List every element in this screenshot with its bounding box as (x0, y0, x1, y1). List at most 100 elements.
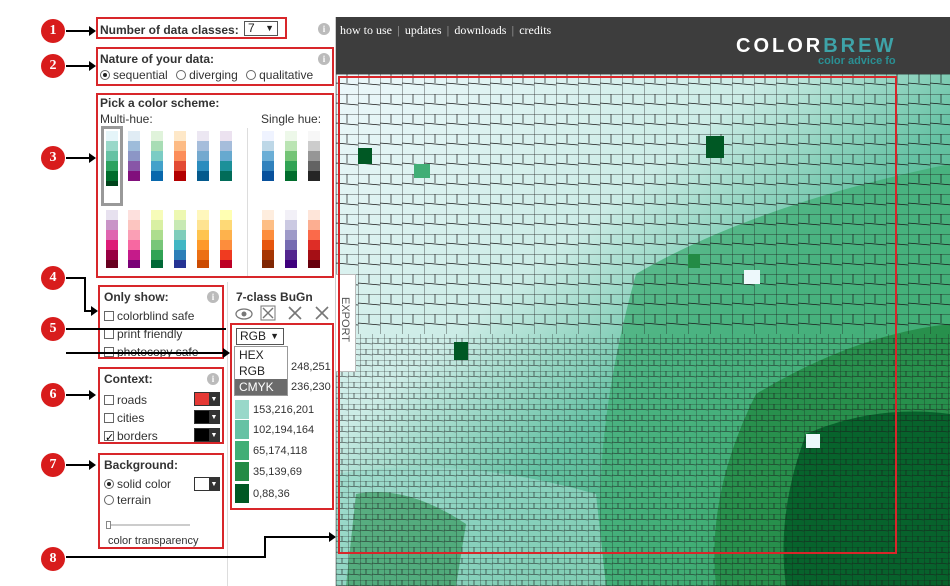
highlight-box-6 (98, 367, 224, 444)
borders-color-picker[interactable]: ▼ (194, 428, 220, 442)
info-icon[interactable]: i (207, 291, 219, 303)
format-option-cmyk[interactable]: CMYK (235, 379, 287, 395)
legend-value: 0,88,36 (253, 487, 290, 500)
arrow-5-head (216, 348, 230, 358)
marker-8: 8 (41, 547, 65, 571)
legend-row[interactable]: 236,230 (235, 377, 331, 396)
scheme-pubugn[interactable] (220, 131, 232, 181)
arrow-6 (66, 390, 96, 400)
arrow-1 (66, 26, 96, 36)
radio-qualitative[interactable] (246, 70, 257, 80)
export-tab[interactable]: EXPORT (336, 274, 356, 372)
marker-1: 1 (41, 19, 65, 43)
borders-checkbox[interactable] (104, 429, 114, 447)
selected-scheme-frame (101, 126, 123, 206)
info-icon[interactable]: i (318, 23, 330, 35)
arrow-2 (66, 61, 96, 71)
format-option-hex[interactable]: HEX (239, 348, 264, 362)
data-classes-select[interactable]: 7 ▼ (244, 21, 278, 36)
background-title: Background: (104, 458, 179, 472)
scheme-greens[interactable] (285, 131, 297, 181)
legend-value: 236,230 (291, 380, 331, 393)
scheme-name: 7-class BuGn (236, 290, 313, 304)
legend-row[interactable]: 0,88,36 (235, 484, 290, 503)
legend-row[interactable]: 102,194,164 (235, 420, 314, 439)
slider-handle[interactable] (106, 521, 111, 529)
scheme-ylorrd[interactable] (220, 210, 232, 268)
info-icon[interactable]: i (207, 373, 219, 385)
only-show-title: Only show: (104, 290, 169, 304)
legend-row[interactable]: 65,174,118 (235, 441, 307, 460)
highlight-box-3 (96, 93, 334, 278)
scheme-divider (247, 128, 248, 276)
scheme-ylorbr[interactable] (197, 210, 209, 268)
scheme-bugn[interactable] (106, 131, 118, 186)
scheme-bupu[interactable] (128, 131, 140, 181)
nav-downloads[interactable]: downloads (454, 23, 507, 37)
scheme-purples[interactable] (285, 210, 297, 268)
arrow-4 (66, 277, 86, 312)
colorblind-safe-checkbox[interactable] (104, 311, 114, 321)
map[interactable]: EXPORT (336, 74, 950, 586)
top-header: how to use | updates | downloads | credits COL… (336, 17, 950, 74)
radio-sequential[interactable] (100, 70, 110, 80)
transparency-slider[interactable] (106, 521, 190, 529)
arrow-5 (66, 328, 226, 354)
scheme-rdpu[interactable] (128, 210, 140, 268)
nav-how-to-use[interactable]: how to use (340, 23, 392, 37)
cities-color-picker[interactable]: ▼ (194, 410, 220, 424)
highlight-box-5 (230, 323, 334, 510)
option-qualitative-label: qualitative (259, 68, 314, 82)
x-box-icon[interactable] (260, 305, 276, 326)
colorblind-safe-label: colorblind safe (117, 309, 195, 323)
scheme-blues[interactable] (262, 131, 274, 181)
logo: COLORBREW (736, 35, 897, 57)
scheme-reds[interactable] (308, 210, 320, 268)
scheme-orrd[interactable] (174, 131, 186, 181)
roads-color-picker[interactable]: ▼ (194, 392, 220, 406)
format-option-rgb[interactable]: RGB (239, 364, 266, 378)
county-map[interactable] (336, 74, 950, 586)
scheme-purd[interactable] (106, 210, 118, 268)
scheme-gnbu[interactable] (151, 131, 163, 181)
radio-terrain[interactable] (104, 495, 114, 505)
roads-label: roads (117, 393, 148, 407)
format-select[interactable]: RGB ▼ (236, 328, 284, 345)
sidebar-inner-divider (227, 282, 228, 586)
borders-label: borders (117, 429, 158, 443)
logo-tagline: color advice fo (818, 55, 896, 67)
scheme-ylgn[interactable] (151, 210, 163, 268)
x-box-icon[interactable] (287, 305, 303, 326)
legend-value: 35,139,69 (253, 465, 302, 478)
info-icon[interactable]: i (318, 53, 330, 65)
arrow-3 (66, 153, 96, 163)
chevron-down-icon: ▼ (265, 23, 274, 33)
highlight-box-7 (98, 453, 224, 549)
highlight-box-2 (96, 47, 334, 86)
export-label: EXPORT (339, 297, 351, 343)
arrow-7 (66, 460, 96, 470)
x-box-icon[interactable] (314, 305, 330, 326)
highlight-box-4 (98, 285, 224, 359)
format-value: RGB (240, 329, 267, 343)
scheme-pubu[interactable] (197, 131, 209, 181)
legend-row[interactable]: 35,139,69 (235, 462, 302, 481)
scheme-oranges[interactable] (262, 210, 274, 268)
arrow-4-head (86, 306, 98, 316)
legend-row[interactable]: 153,216,201 (235, 400, 314, 419)
nav-updates[interactable]: updates (404, 23, 442, 37)
eye-icon[interactable] (235, 307, 253, 320)
legend-row[interactable]: 248,251 (235, 357, 331, 376)
nav-credits[interactable]: credits (519, 23, 552, 37)
radio-diverging[interactable] (176, 70, 187, 80)
marker-5: 5 (41, 317, 65, 341)
background-color-picker[interactable]: ▼ (194, 477, 220, 491)
marker-6: 6 (41, 383, 65, 407)
format-dropdown: HEX RGB CMYK (234, 346, 288, 396)
roads-checkbox[interactable] (104, 395, 114, 405)
cities-checkbox[interactable] (104, 413, 114, 423)
single-hue-label: Single hue: (261, 112, 322, 126)
scheme-ylgnbu[interactable] (174, 210, 186, 268)
scheme-greys[interactable] (308, 131, 320, 181)
radio-solid-color[interactable] (104, 479, 114, 489)
